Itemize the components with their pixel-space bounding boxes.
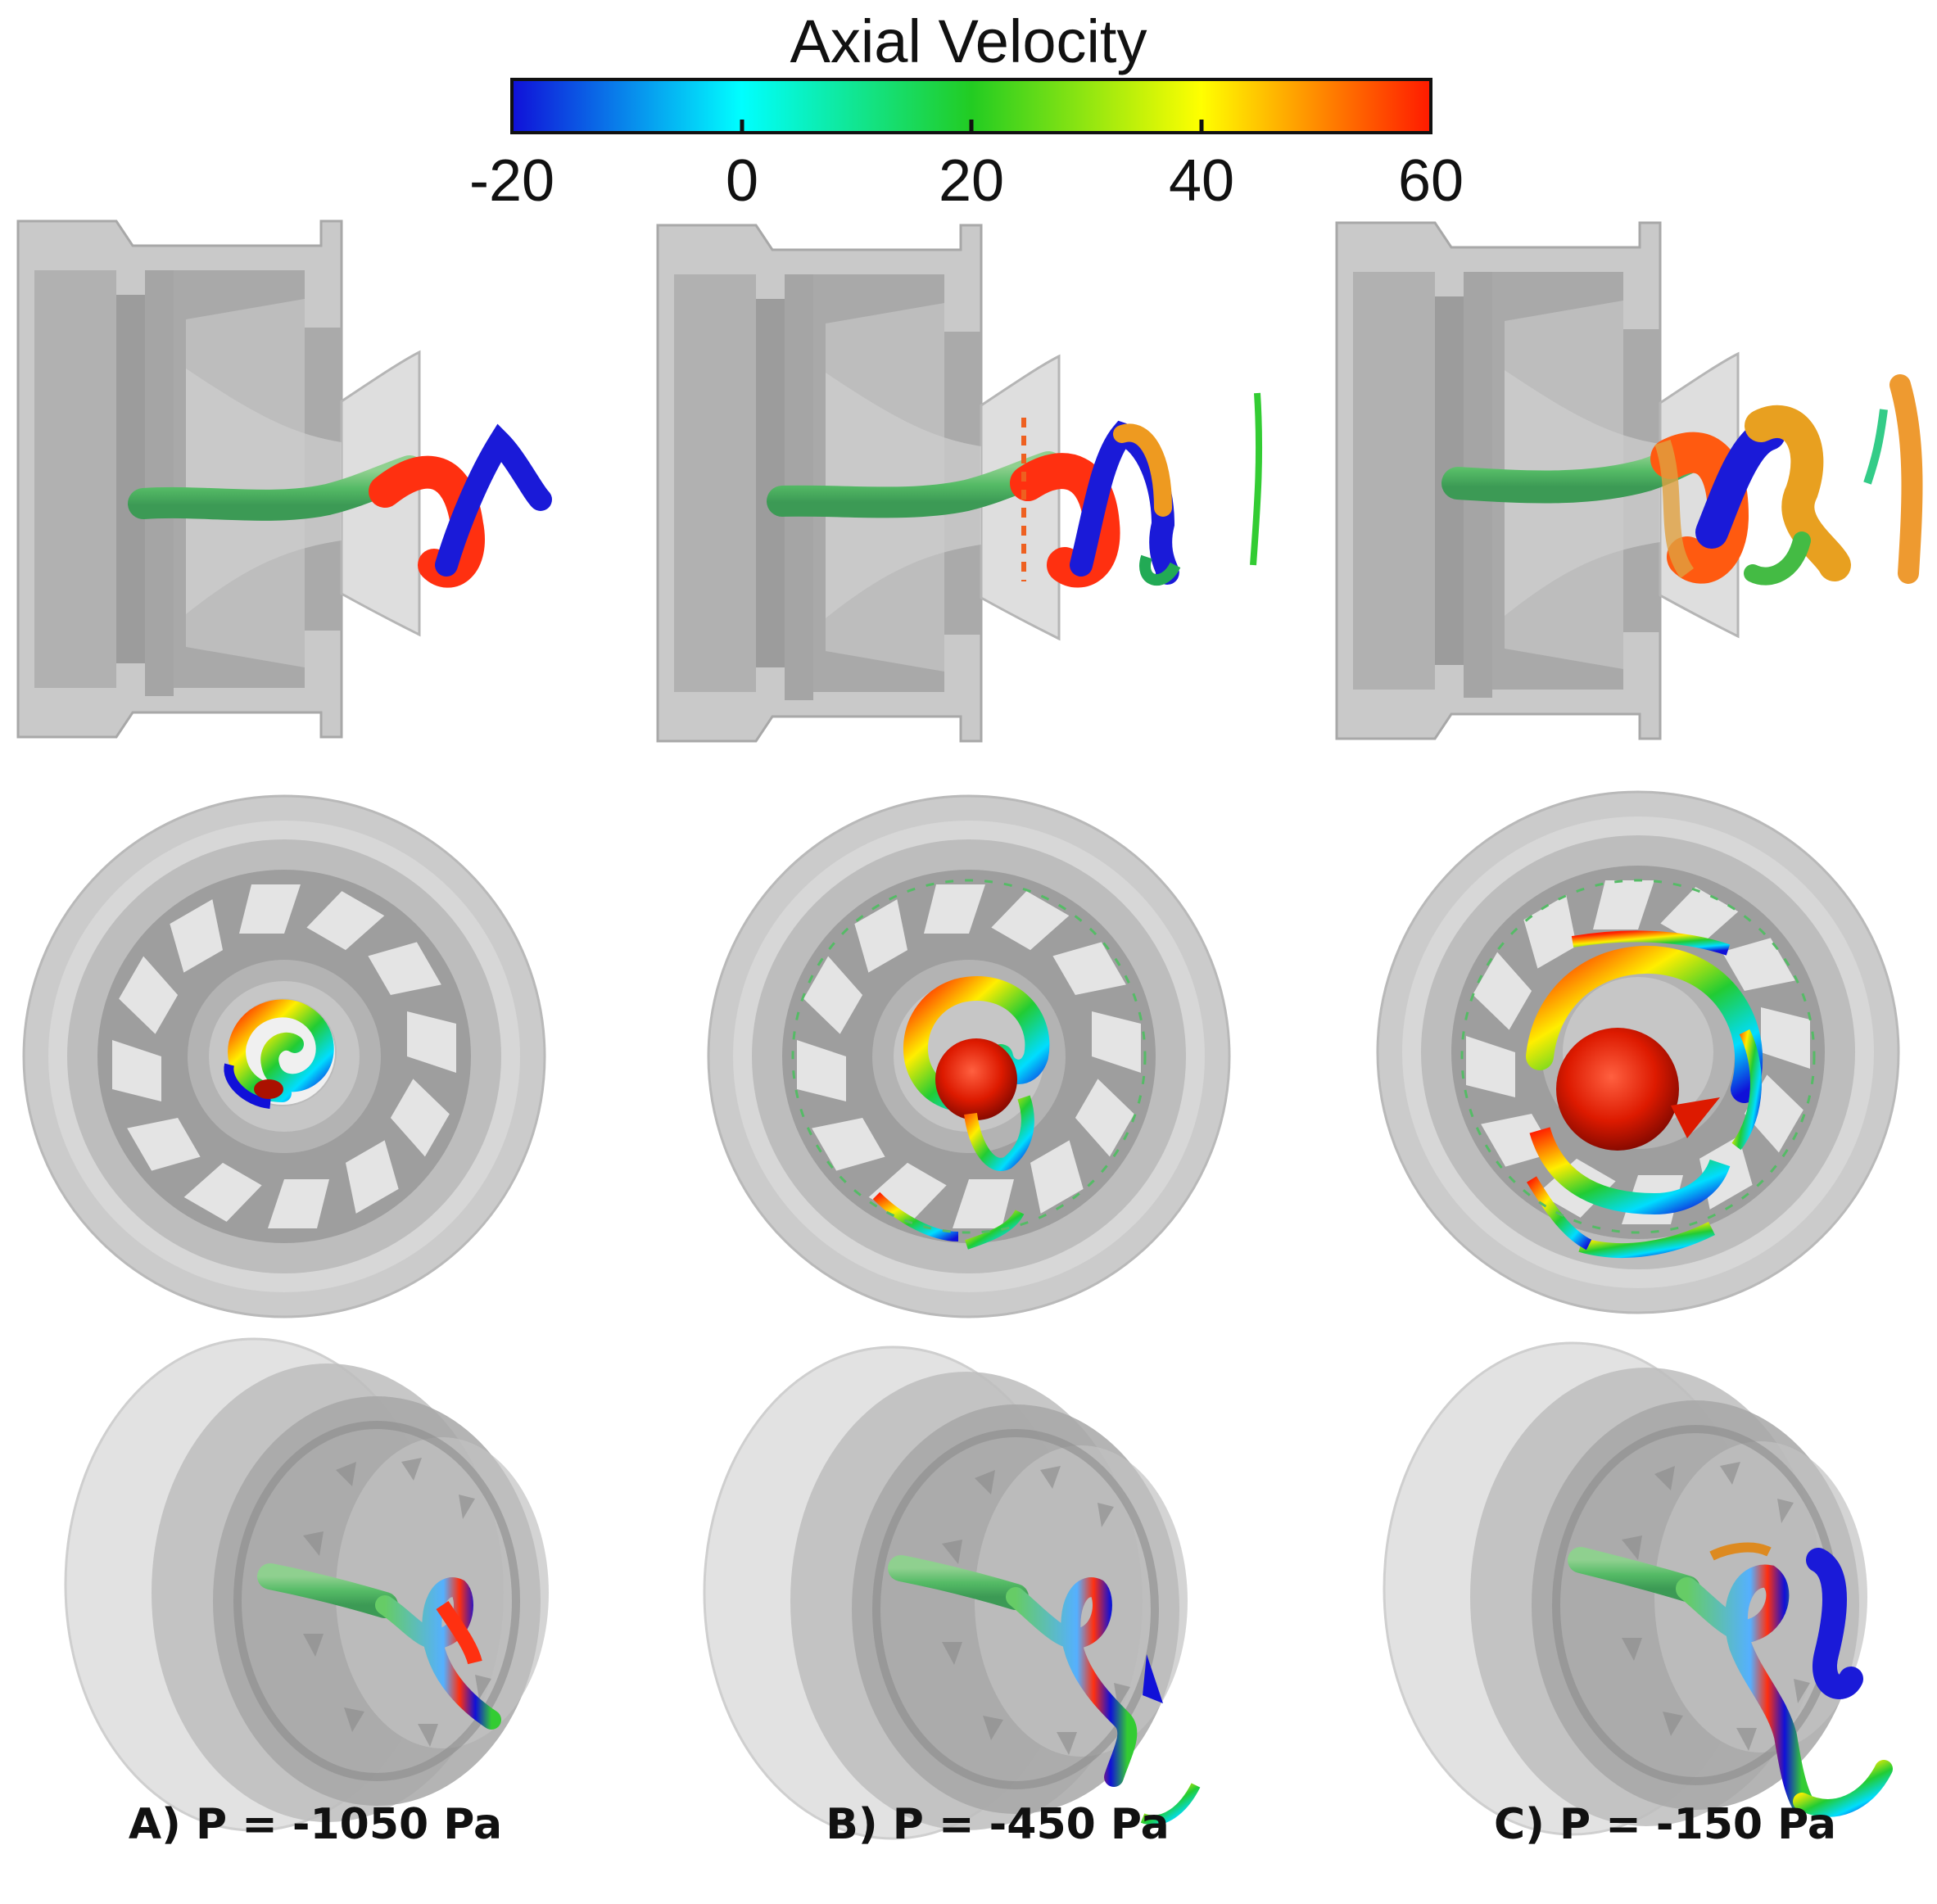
front-view-a	[22, 794, 546, 1318]
panel-caption-b: B) P = -450 Pa	[826, 1800, 1170, 1849]
side-view-a	[16, 219, 552, 739]
panel-caption-c: C) P = -150 Pa	[1494, 1800, 1836, 1849]
colorbar-tick-label: 60	[1397, 148, 1464, 214]
colorbar-tick-label: 20	[938, 148, 1005, 214]
side-view-b	[656, 224, 1263, 743]
colorbar-tick-label: -20	[468, 148, 555, 214]
side-view-c	[1335, 221, 1923, 740]
iso-view-a	[66, 1339, 549, 1830]
iso-view-c	[1384, 1343, 1893, 1834]
colorbar-tick-label: 40	[1168, 148, 1235, 214]
panel-caption-a: A) P = -1050 Pa	[128, 1800, 503, 1849]
colorbar	[510, 78, 1432, 134]
front-view-b	[707, 794, 1231, 1318]
iso-view-b	[704, 1347, 1201, 1838]
colorbar-title: Axial Velocity	[790, 7, 1147, 75]
front-view-c	[1376, 790, 1900, 1314]
colorbar-tick-label: 0	[725, 148, 759, 214]
